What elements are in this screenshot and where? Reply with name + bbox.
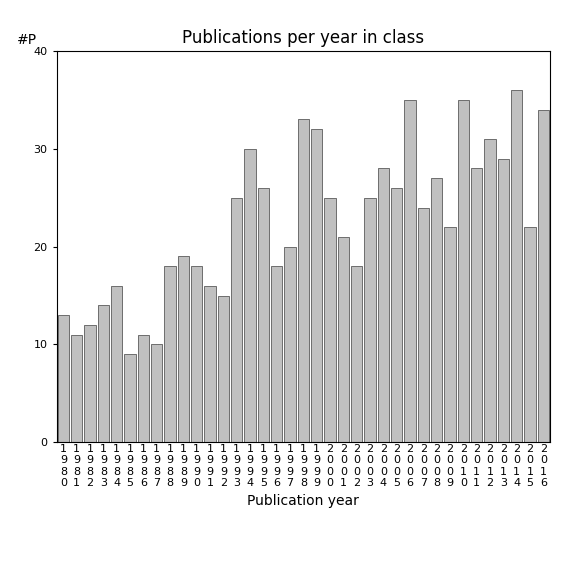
Bar: [365, 198, 376, 442]
Bar: [124, 354, 136, 442]
Bar: [404, 100, 416, 442]
Bar: [524, 227, 536, 442]
Bar: [138, 335, 149, 442]
Bar: [111, 286, 122, 442]
Bar: [445, 227, 456, 442]
Bar: [471, 168, 483, 442]
Bar: [351, 266, 362, 442]
Bar: [538, 109, 549, 442]
Bar: [218, 295, 229, 442]
Bar: [498, 159, 509, 442]
Bar: [311, 129, 323, 442]
Bar: [151, 345, 162, 442]
Title: Publications per year in class: Publications per year in class: [182, 29, 425, 46]
Bar: [511, 90, 522, 442]
Bar: [484, 139, 496, 442]
Bar: [324, 198, 336, 442]
Bar: [84, 325, 96, 442]
Bar: [284, 247, 295, 442]
Bar: [418, 208, 429, 442]
Bar: [378, 168, 389, 442]
Bar: [177, 256, 189, 442]
X-axis label: Publication year: Publication year: [247, 494, 359, 508]
Bar: [391, 188, 403, 442]
Bar: [338, 237, 349, 442]
Bar: [191, 266, 202, 442]
Bar: [257, 188, 269, 442]
Text: #P: #P: [17, 33, 37, 47]
Bar: [71, 335, 82, 442]
Bar: [58, 315, 69, 442]
Bar: [164, 266, 176, 442]
Bar: [244, 149, 256, 442]
Bar: [271, 266, 282, 442]
Bar: [458, 100, 469, 442]
Bar: [98, 305, 109, 442]
Bar: [231, 198, 242, 442]
Bar: [298, 120, 309, 442]
Bar: [204, 286, 215, 442]
Bar: [431, 178, 442, 442]
